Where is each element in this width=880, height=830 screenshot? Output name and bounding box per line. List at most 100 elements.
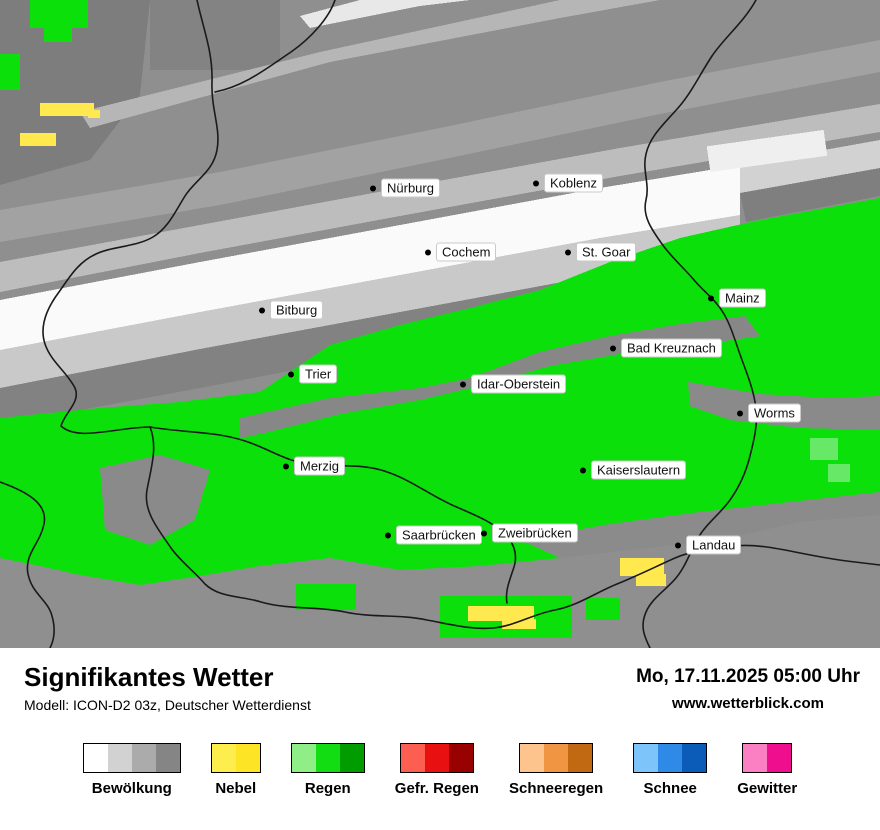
border-line-southwest (0, 481, 55, 648)
legend-label: Schneeregen (508, 780, 604, 797)
city-marker: Bad Kreuznach (610, 338, 722, 358)
footer: Signifikantes Wetter Modell: ICON-D2 03z… (0, 648, 880, 830)
footer-left: Signifikantes Wetter Modell: ICON-D2 03z… (24, 662, 311, 713)
fog-patch (620, 558, 664, 576)
model-info: Modell: ICON-D2 03z, Deutscher Wetterdie… (24, 697, 311, 713)
legend-color-cell (339, 744, 364, 772)
legend-item: Bewölkung (82, 743, 181, 797)
map-canvas: Nürburg Koblenz Cochem St. Goar Bitburg Mainz… (0, 0, 880, 648)
legend-label: Regen (304, 780, 351, 797)
legend-color-cell (767, 744, 792, 772)
city-marker: Mainz (708, 288, 766, 308)
legend-item: Gewitter (737, 743, 797, 797)
cloud-band (740, 140, 880, 193)
city-label: Bitburg (270, 300, 324, 320)
city-marker: Saarbrücken (385, 525, 482, 545)
legend-color-cell (658, 744, 683, 772)
legend-color-bar (210, 743, 261, 773)
border-line-saarland (149, 426, 517, 604)
city-dot-icon (708, 295, 714, 301)
rain-patch (30, 0, 88, 28)
fog-patch (20, 133, 56, 146)
legend-color-cell (107, 744, 132, 772)
city-label: Idar-Oberstein (471, 374, 567, 394)
border-line-west (42, 0, 219, 435)
legend-color-cell (634, 744, 659, 772)
legend-color-cell (424, 744, 449, 772)
city-label: Bad Kreuznach (621, 338, 722, 358)
legend-color-cell (235, 744, 260, 772)
city-dot-icon (580, 467, 586, 473)
legend-label: Schnee (643, 780, 697, 797)
legend-color-cell (568, 744, 593, 772)
city-label: Merzig (294, 456, 346, 476)
white-cloud-band (0, 165, 740, 350)
legend-item: Nebel (210, 743, 261, 797)
legend-color-cell (83, 744, 108, 772)
city-dot-icon (737, 410, 743, 416)
rain-patch (44, 28, 72, 42)
legend-item: Schnee (633, 743, 708, 797)
city-dot-icon (675, 542, 681, 548)
city-marker: Zweibrücken (481, 523, 578, 543)
city-dot-icon (460, 381, 466, 387)
legend-color-cell (448, 744, 473, 772)
legend-label: Gewitter (737, 780, 798, 797)
city-dot-icon (370, 185, 376, 191)
legend-label: Nebel (215, 780, 257, 797)
city-label: St. Goar (576, 242, 637, 262)
legend-color-cell (682, 744, 707, 772)
legend-color-cell (291, 744, 316, 772)
legend-color-cell (520, 744, 545, 772)
city-marker: St. Goar (565, 242, 637, 262)
rain-patch (586, 598, 620, 620)
city-label: Zweibrücken (492, 523, 578, 543)
fog-patch (502, 619, 536, 629)
weather-legend: Bewölkung Nebel Regen Gefr. Regen Schneerege… (0, 743, 880, 797)
city-marker: Trier (288, 364, 338, 384)
white-cloud-patch (706, 129, 828, 173)
city-marker: Cochem (425, 242, 497, 262)
city-label: Mainz (719, 288, 766, 308)
cloud-band (0, 215, 740, 388)
city-dot-icon (288, 371, 294, 377)
cloud-band-over-rain (520, 492, 880, 558)
legend-color-cell (131, 744, 156, 772)
fog-patch (636, 574, 666, 586)
city-dot-icon (283, 463, 289, 469)
city-marker: Bitburg (259, 300, 324, 320)
legend-label: Bewölkung (91, 780, 172, 797)
border-line-east (642, 0, 758, 648)
legend-color-bar (633, 743, 708, 773)
city-label: Cochem (436, 242, 497, 262)
city-marker: Landau (675, 535, 742, 555)
legend-color-cell (544, 744, 569, 772)
legend-color-bar (290, 743, 365, 773)
fog-patch (88, 110, 100, 118)
legend-color-bar (519, 743, 594, 773)
cloud-band (0, 40, 880, 242)
city-label: Saarbrücken (396, 525, 482, 545)
city-dot-icon (425, 249, 431, 255)
legend-color-cell (155, 744, 180, 772)
border-line-north-branch (214, 0, 336, 93)
legend-item: Schneeregen (509, 743, 603, 797)
city-marker: Nürburg (370, 178, 440, 198)
city-dot-icon (259, 307, 265, 313)
cloud-band (300, 0, 470, 28)
legend-color-cell (743, 744, 768, 772)
city-layer: Nürburg Koblenz Cochem St. Goar Bitburg Mainz… (259, 173, 801, 555)
light-rain-patch (810, 438, 838, 460)
city-label: Worms (748, 403, 801, 423)
page-title: Signifikantes Wetter (24, 662, 274, 692)
footer-header: Signifikantes Wetter Modell: ICON-D2 03z… (0, 648, 880, 713)
rain-patch (296, 584, 356, 610)
legend-color-bar (399, 743, 474, 773)
fog-patch (468, 606, 534, 621)
legend-color-bar (742, 743, 793, 773)
city-marker: Koblenz (533, 173, 603, 193)
city-label: Nürburg (381, 178, 440, 198)
city-dot-icon (565, 249, 571, 255)
city-dot-icon (610, 345, 616, 351)
